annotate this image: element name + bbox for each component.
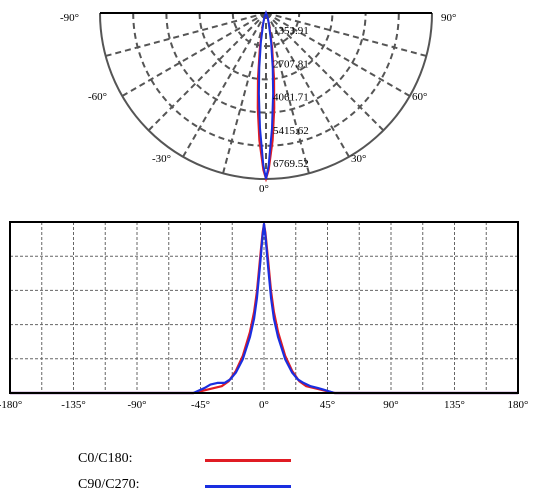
polar-radial-tick-label: 6769.52 [273, 158, 309, 170]
line-x-tick-label: -180° [0, 399, 22, 411]
polar-spoke [182, 12, 267, 158]
polar-radial-tick-label: 5415.62 [273, 125, 309, 137]
line-x-tick-label: 180° [508, 399, 529, 411]
polar-angle-label: -60° [88, 91, 107, 103]
line-grid [10, 222, 518, 393]
polar-series [256, 10, 276, 183]
polar-angle-label: 30° [351, 153, 366, 165]
polar-radial-tick-label: 2707.81 [273, 58, 309, 70]
polar-ring [132, 12, 400, 147]
polar-grid [99, 12, 433, 180]
polar-spoke [265, 12, 350, 158]
polar-angle-label: 60° [412, 91, 427, 103]
polar-angle-label: -90° [60, 12, 79, 24]
line-series [10, 222, 518, 395]
polar-radial-tick-label: 1353.91 [273, 25, 309, 37]
polar-angle-label: -30° [152, 153, 171, 165]
polar-ring [165, 12, 367, 114]
line-x-tick-label: -135° [61, 399, 86, 411]
polar-labels: 1353.91 2707.81 4061.71 5415.62 6769.52 -90° -… [60, 12, 456, 195]
polar-spoke [265, 12, 427, 57]
polar-spoke [265, 12, 310, 174]
line-x-tick-label: 135° [444, 399, 465, 411]
line-x-tick-labels: -180° -135° -90° -45° 0° 45° 90° 135° 180° [0, 399, 528, 411]
polar-spoke [222, 12, 267, 174]
polar-spoke [105, 12, 267, 57]
polar-spoke [265, 12, 385, 132]
legend-swatch-c90-c270 [205, 485, 291, 488]
line-x-tick-label: -45° [191, 399, 210, 411]
line-chart-frame [9, 221, 519, 394]
legend-swatch-c0-c180 [205, 459, 291, 462]
polar-chart: 1353.91 2707.81 4061.71 5415.62 6769.52 -90° -… [60, 10, 456, 195]
polar-spoke [265, 12, 411, 97]
line-x-tick-label: 90° [383, 399, 398, 411]
legend-label-c90-c270: C90/C270: [78, 477, 140, 492]
line-chart: -180° -135° -90° -45° 0° 45° 90° 135° 180° [0, 221, 528, 411]
polar-spoke [147, 12, 267, 132]
polar-angle-label: 90° [441, 12, 456, 24]
line-x-tick-label: -90° [127, 399, 146, 411]
line-x-tick-label: 0° [259, 399, 269, 411]
line-series-c90-c270 [10, 222, 518, 395]
polar-radial-tick-label: 4061.71 [273, 92, 309, 104]
line-x-tick-label: 45° [320, 399, 335, 411]
polar-ring [198, 12, 334, 81]
legend-label-c0-c180: C0/C180: [78, 451, 133, 466]
polar-angle-label: 0° [259, 183, 269, 195]
polar-spoke [121, 12, 267, 97]
polar-series-c90-c270 [257, 10, 275, 180]
